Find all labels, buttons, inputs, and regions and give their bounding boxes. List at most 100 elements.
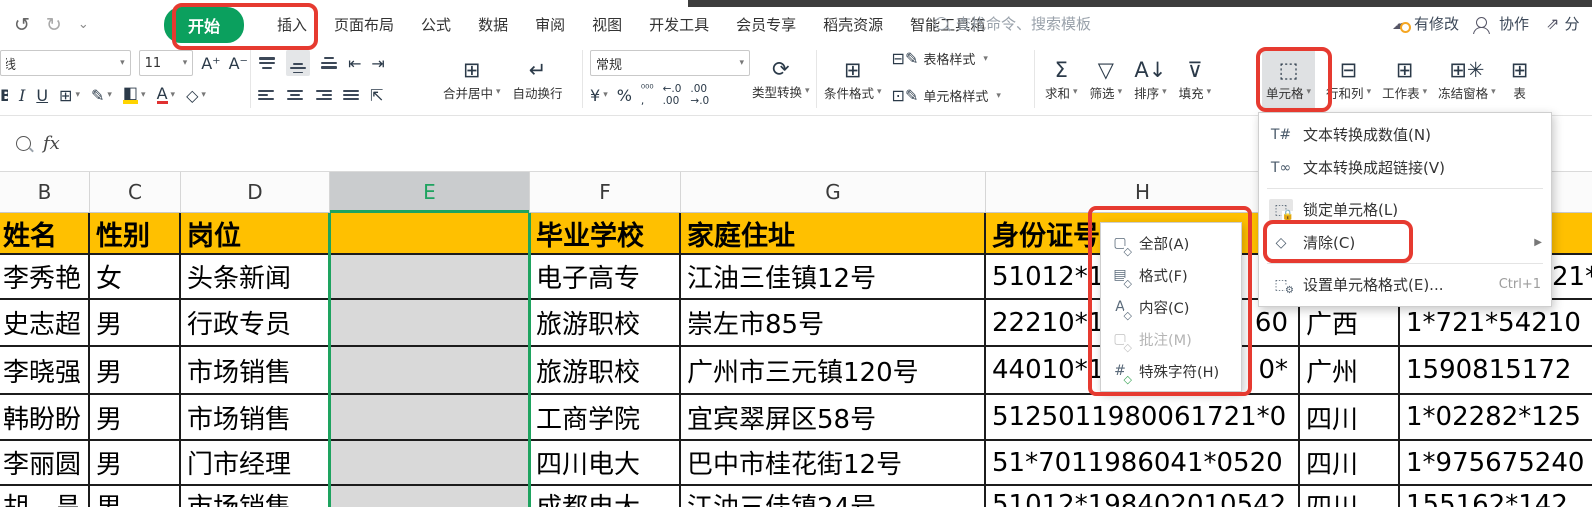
menu-item-lock-cell[interactable]: ⬚ 🔒 锁定单元格(L) bbox=[1259, 193, 1551, 226]
cell-name[interactable]: 李丽圆 bbox=[0, 441, 90, 486]
filter-button[interactable]: ▽ 筛选 ▾ bbox=[1089, 57, 1123, 101]
type-convert-button[interactable]: ⟳ 类型转换 ▾ bbox=[752, 56, 810, 100]
tab-page-layout[interactable]: 页面布局 bbox=[334, 16, 395, 34]
cell-style-button[interactable]: ⊡✎ 单元格样式 ▾ bbox=[891, 86, 1001, 105]
cell-province[interactable]: 广西 bbox=[1300, 300, 1400, 347]
cell-province[interactable]: 四川 bbox=[1300, 441, 1400, 486]
underline-button[interactable]: U bbox=[36, 85, 49, 105]
thousand-separator-icon[interactable]: ⁰⁰⁰, bbox=[640, 83, 654, 107]
italic-button[interactable]: I bbox=[19, 85, 26, 105]
justify-icon[interactable] bbox=[342, 89, 360, 101]
cell-job[interactable]: 市场销售 bbox=[181, 395, 330, 441]
increase-font-icon[interactable]: A⁺ bbox=[201, 53, 221, 73]
undo-icon[interactable]: ↺ bbox=[14, 13, 30, 36]
cell-job[interactable]: 市场销售 bbox=[181, 486, 330, 507]
align-bottom-icon[interactable] bbox=[320, 57, 338, 69]
cell-name[interactable]: 李秀艳 bbox=[0, 255, 90, 300]
align-right-icon[interactable] bbox=[314, 89, 332, 101]
font-color-button[interactable]: A ▾ bbox=[156, 84, 176, 104]
cell-id[interactable]: 51*7011986041*0520 bbox=[986, 441, 1300, 486]
collaborate-button[interactable]: 协作 bbox=[1473, 13, 1529, 34]
cell-school[interactable]: 四川电大 bbox=[530, 441, 681, 486]
chevron-down-icon[interactable]: ⌄ bbox=[77, 17, 89, 32]
sort-button[interactable]: A↓ 排序 ▾ bbox=[1134, 57, 1167, 101]
cell-gender[interactable]: 男 bbox=[90, 395, 181, 441]
submenu-item-clear-special-chars[interactable]: # 特殊字符(H) bbox=[1101, 355, 1241, 387]
align-center-icon[interactable] bbox=[286, 89, 304, 101]
cell-school[interactable]: 旅游职校 bbox=[530, 300, 681, 347]
wrap-text-button[interactable]: ↵ 自动换行 bbox=[512, 57, 563, 101]
increase-decimal-icon[interactable]: ←.0.00 bbox=[662, 83, 682, 107]
col-header-f[interactable]: F bbox=[530, 172, 681, 212]
cell-name[interactable]: 李晓强 bbox=[0, 347, 90, 395]
menu-item-format-cells[interactable]: ⬚ ⚙ 设置单元格格式(E)... Ctrl+1 bbox=[1259, 268, 1551, 301]
fill-color-button[interactable]: ◧ ▾ bbox=[122, 83, 146, 104]
tab-docer[interactable]: 稻壳资源 bbox=[823, 16, 884, 34]
sum-button[interactable]: Σ 求和 ▾ bbox=[1045, 57, 1078, 101]
cell-name[interactable]: 韩盼盼 bbox=[0, 395, 90, 441]
bold-button[interactable]: B bbox=[0, 85, 8, 105]
conditional-format-button[interactable]: ⊞ 条件格式 ▾ bbox=[824, 57, 882, 101]
cell-school[interactable]: 电子高专 bbox=[530, 255, 681, 300]
draw-border-icon[interactable]: ✎ ▾ bbox=[90, 85, 112, 105]
freeze-panes-button[interactable]: ⊞✳ 冻结窗格 ▾ bbox=[1438, 57, 1496, 101]
cell-phone[interactable]: 1*721*54210 bbox=[1400, 300, 1592, 347]
col-header-d[interactable]: D bbox=[181, 172, 330, 212]
merge-center-button[interactable]: ⊞ 合并居中 ▾ bbox=[443, 57, 501, 101]
cell-e-selected[interactable] bbox=[330, 347, 530, 395]
cell-name[interactable]: 胡 昌 bbox=[0, 486, 90, 507]
menu-item-clear[interactable]: ◇ 清除(C) ▶ bbox=[1259, 226, 1551, 259]
cell-e-selected[interactable] bbox=[330, 395, 530, 441]
table-style-button[interactable]: ⊟✎ 表格样式 ▾ bbox=[891, 49, 988, 68]
zoom-icon[interactable] bbox=[16, 136, 31, 151]
cell-id[interactable]: 5125011980061721*0 bbox=[986, 395, 1300, 441]
cell-e-selected[interactable] bbox=[330, 300, 530, 347]
decrease-decimal-icon[interactable]: .00 →.0 bbox=[690, 83, 710, 107]
tab-review[interactable]: 审阅 bbox=[535, 16, 566, 34]
cell-province[interactable]: 广州 bbox=[1300, 347, 1400, 395]
cell-address[interactable]: 崇左市85号 bbox=[681, 300, 986, 347]
header-cell-school[interactable]: 毕业学校 bbox=[530, 213, 681, 255]
cell-phone[interactable]: 1*975675240 bbox=[1400, 441, 1592, 486]
col-header-e-selected[interactable]: E bbox=[330, 172, 530, 213]
cell-gender[interactable]: 女 bbox=[90, 255, 181, 300]
rows-cols-button[interactable]: ⊟ 行和列 ▾ bbox=[1326, 57, 1372, 101]
header-cell-name[interactable]: 姓名 bbox=[0, 213, 90, 255]
cell-gender[interactable]: 男 bbox=[90, 486, 181, 507]
tab-data[interactable]: 数据 bbox=[478, 16, 509, 34]
cell-phone[interactable]: 1*02282*125 bbox=[1400, 395, 1592, 441]
tab-membership[interactable]: 会员专享 bbox=[736, 16, 797, 34]
align-top-icon[interactable] bbox=[258, 57, 276, 69]
cell-school[interactable]: 工商学院 bbox=[530, 395, 681, 441]
align-left-icon[interactable] bbox=[258, 89, 276, 101]
cell-job[interactable]: 市场销售 bbox=[181, 347, 330, 395]
cell-phone[interactable]: 1590815172 bbox=[1400, 347, 1592, 395]
submenu-item-clear-contents[interactable]: A 内容(C) bbox=[1101, 291, 1241, 323]
col-header-g[interactable]: G bbox=[681, 172, 986, 212]
font-size-select[interactable]: 11 ▾ bbox=[138, 50, 194, 76]
header-cell-address[interactable]: 家庭住址 bbox=[681, 213, 986, 255]
tab-formulas[interactable]: 公式 bbox=[421, 16, 452, 34]
cell-job[interactable]: 门市经理 bbox=[181, 441, 330, 486]
tab-developer[interactable]: 开发工具 bbox=[649, 16, 710, 34]
table-button-clipped[interactable]: ⊞ 表 bbox=[1510, 57, 1529, 101]
cell-job[interactable]: 头条新闻 bbox=[181, 255, 330, 300]
cell-e-selected[interactable] bbox=[330, 486, 530, 507]
fill-button[interactable]: ⊽ 填充 ▾ bbox=[1178, 57, 1212, 101]
cell-address[interactable]: 宜宾翠屏区58号 bbox=[681, 395, 986, 441]
cell-gender[interactable]: 男 bbox=[90, 347, 181, 395]
worksheet-button[interactable]: ⊞ 工作表 ▾ bbox=[1382, 57, 1428, 101]
tab-view[interactable]: 视图 bbox=[592, 16, 623, 34]
redo-icon[interactable]: ↻ bbox=[45, 13, 62, 36]
number-format-select[interactable]: 常规 ▾ bbox=[590, 50, 750, 76]
cell-address[interactable]: 广州市三元镇120号 bbox=[681, 347, 986, 395]
col-header-h[interactable]: H bbox=[986, 172, 1300, 212]
font-name-select[interactable]: 等线▾ bbox=[0, 50, 131, 76]
tab-home[interactable]: 开始 bbox=[164, 6, 245, 43]
cell-gender[interactable]: 男 bbox=[90, 441, 181, 486]
header-cell-job[interactable]: 岗位 bbox=[181, 213, 330, 255]
cell-e-selected[interactable] bbox=[330, 441, 530, 486]
align-middle-icon[interactable] bbox=[286, 49, 310, 77]
modified-status[interactable]: ☁ 有修改 bbox=[1392, 13, 1460, 34]
decrease-font-icon[interactable]: A⁻ bbox=[228, 53, 248, 73]
